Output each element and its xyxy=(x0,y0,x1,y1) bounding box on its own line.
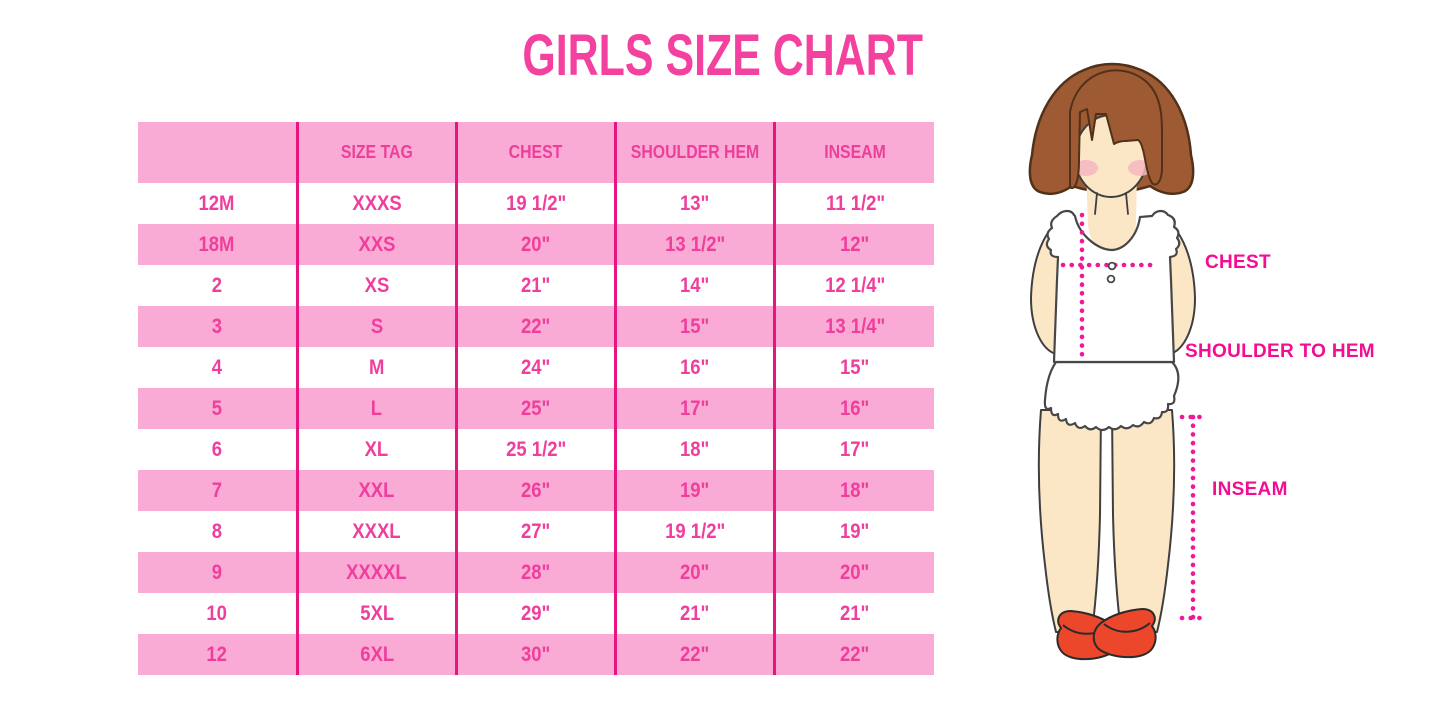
table-cell: S xyxy=(295,306,457,347)
table-cell: 22" xyxy=(454,306,616,347)
table-cell: 18M xyxy=(138,224,298,265)
size-table-body: 12M XXXS 19 1/2" 13" 11 1/2" 18M XXS 20" 13 1/2"… xyxy=(138,183,934,675)
table-cell: 5XL xyxy=(295,593,457,634)
table-row: 5 L 25" 17" 16" xyxy=(138,388,934,429)
leg-left xyxy=(1037,409,1102,633)
table-cell: 24" xyxy=(454,347,616,388)
page-title-text: GIRLS SIZE CHART xyxy=(522,23,923,88)
column-header: CHEST xyxy=(454,122,616,183)
table-cell: 12 xyxy=(138,634,298,675)
table-cell: 13 1/4" xyxy=(773,306,934,347)
table-cell: 30" xyxy=(454,634,616,675)
table-cell: 6XL xyxy=(295,634,457,675)
table-cell: 16" xyxy=(773,388,934,429)
table-cell: 20" xyxy=(614,552,775,593)
table-cell: XXS xyxy=(295,224,457,265)
hair-bangs xyxy=(1069,69,1163,190)
table-cell: 9 xyxy=(138,552,298,593)
table-cell: M xyxy=(295,347,457,388)
table-cell: XXXXL xyxy=(295,552,457,593)
column-header: INSEAM xyxy=(773,122,934,183)
table-cell: 20" xyxy=(454,224,616,265)
size-table-header-row: SIZE TAG CHEST SHOULDER HEM INSEAM xyxy=(138,122,934,183)
neck-outline xyxy=(1094,192,1129,215)
table-row: 18M XXS 20" 13 1/2" 12" xyxy=(138,224,934,265)
leg-right xyxy=(1111,409,1176,633)
table-cell: 18" xyxy=(773,470,934,511)
table-row: 4 M 24" 16" 15" xyxy=(138,347,934,388)
table-cell: 15" xyxy=(773,347,934,388)
table-row: 2 XS 21" 14" 12 1/4" xyxy=(138,265,934,306)
table-cell: 16" xyxy=(614,347,775,388)
table-cell: 7 xyxy=(138,470,298,511)
table-cell: 21" xyxy=(773,593,934,634)
table-row: 7 XXL 26" 19" 18" xyxy=(138,470,934,511)
size-table-head: SIZE TAG CHEST SHOULDER HEM INSEAM xyxy=(138,122,934,183)
table-cell: 4 xyxy=(138,347,298,388)
shoe-right-strap xyxy=(1103,622,1151,633)
shoulder-to-hem-label: SHOULDER TO HEM xyxy=(1185,341,1375,362)
table-cell: 17" xyxy=(773,429,934,470)
table-cell: 29" xyxy=(454,593,616,634)
page-title: GIRLS SIZE CHART xyxy=(0,22,1445,89)
inseam-label: INSEAM xyxy=(1212,479,1288,500)
table-cell: 22" xyxy=(614,634,775,675)
table-cell: 22" xyxy=(773,634,934,675)
table-cell: XXL xyxy=(295,470,457,511)
table-row: 12 6XL 30" 22" 22" xyxy=(138,634,934,675)
table-cell: 20" xyxy=(773,552,934,593)
table-cell: 11 1/2" xyxy=(773,183,934,224)
table-cell: 19" xyxy=(773,511,934,552)
table-cell: 2 xyxy=(138,265,298,306)
table-cell: 27" xyxy=(454,511,616,552)
table-row: 9 XXXXL 28" 20" 20" xyxy=(138,552,934,593)
table-cell: L xyxy=(295,388,457,429)
table-cell: 8 xyxy=(138,511,298,552)
column-header: SIZE TAG xyxy=(295,122,457,183)
table-cell: 12 1/4" xyxy=(773,265,934,306)
table-cell: 3 xyxy=(138,306,298,347)
column-header xyxy=(138,122,298,183)
table-cell: 25" xyxy=(454,388,616,429)
table-cell: 19 1/2" xyxy=(614,511,775,552)
skirt xyxy=(1043,360,1180,432)
blush-left xyxy=(1074,160,1098,176)
table-cell: XL xyxy=(295,429,457,470)
size-table-container: SIZE TAG CHEST SHOULDER HEM INSEAM 12M XXXS 1… xyxy=(138,122,934,675)
table-cell: 19 1/2" xyxy=(454,183,616,224)
table-cell: 19" xyxy=(614,470,775,511)
table-cell: 5 xyxy=(138,388,298,429)
table-cell: 13" xyxy=(614,183,775,224)
table-cell: 21" xyxy=(454,265,616,306)
table-row: 12M XXXS 19 1/2" 13" 11 1/2" xyxy=(138,183,934,224)
table-cell: 13 1/2" xyxy=(614,224,775,265)
table-row: 8 XXXL 27" 19 1/2" 19" xyxy=(138,511,934,552)
table-cell: 25 1/2" xyxy=(454,429,616,470)
table-row: 3 S 22" 15" 13 1/4" xyxy=(138,306,934,347)
shoe-right xyxy=(1092,608,1157,659)
table-cell: 14" xyxy=(614,265,775,306)
table-cell: 18" xyxy=(614,429,775,470)
column-header: SHOULDER HEM xyxy=(614,122,775,183)
table-cell: XXXS xyxy=(295,183,457,224)
table-cell: 12" xyxy=(773,224,934,265)
size-table: SIZE TAG CHEST SHOULDER HEM INSEAM 12M XXXS 1… xyxy=(138,122,934,675)
table-cell: 6 xyxy=(138,429,298,470)
shirt-button-bottom xyxy=(1106,274,1116,284)
table-cell: 28" xyxy=(454,552,616,593)
table-cell: 26" xyxy=(454,470,616,511)
table-cell: 12M xyxy=(138,183,298,224)
chest-label: CHEST xyxy=(1205,252,1271,273)
table-row: 6 XL 25 1/2" 18" 17" xyxy=(138,429,934,470)
table-cell: 21" xyxy=(614,593,775,634)
table-cell: 15" xyxy=(614,306,775,347)
shirt-button-top xyxy=(1107,261,1117,271)
table-cell: 17" xyxy=(614,388,775,429)
table-row: 10 5XL 29" 21" 21" xyxy=(138,593,934,634)
table-cell: XS xyxy=(295,265,457,306)
table-cell: 10 xyxy=(138,593,298,634)
table-cell: XXXL xyxy=(295,511,457,552)
girl-illustration xyxy=(1028,62,1208,661)
